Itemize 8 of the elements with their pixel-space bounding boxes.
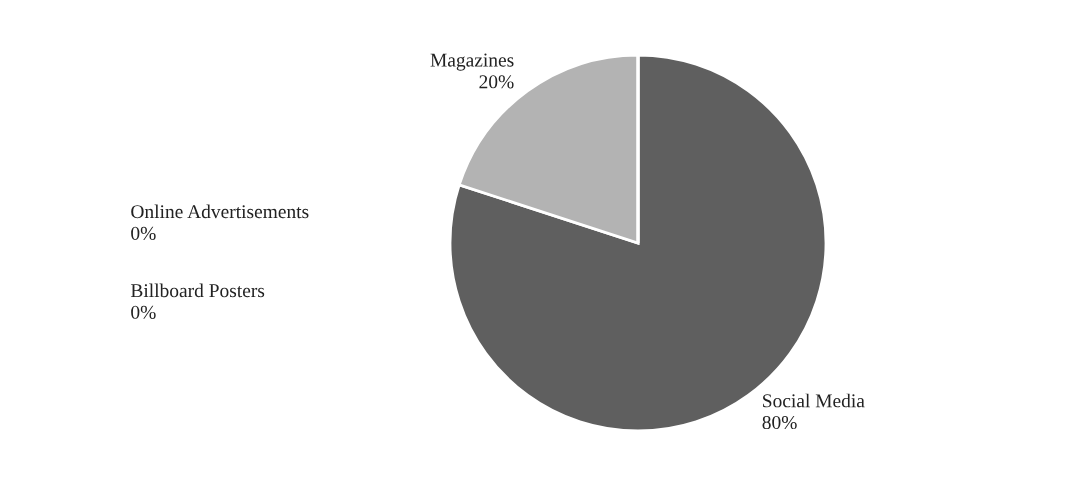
slice-label: Magazines [430,53,514,71]
slice-label: Social Media [763,393,865,408]
data-label: 20% [479,75,514,89]
category-label: Billboard Posters [130,283,265,298]
text: 0% [131,305,156,319]
text: 0% [131,226,156,240]
category-label: Online Advertisements [131,204,309,219]
data-label: 80% [762,415,797,430]
